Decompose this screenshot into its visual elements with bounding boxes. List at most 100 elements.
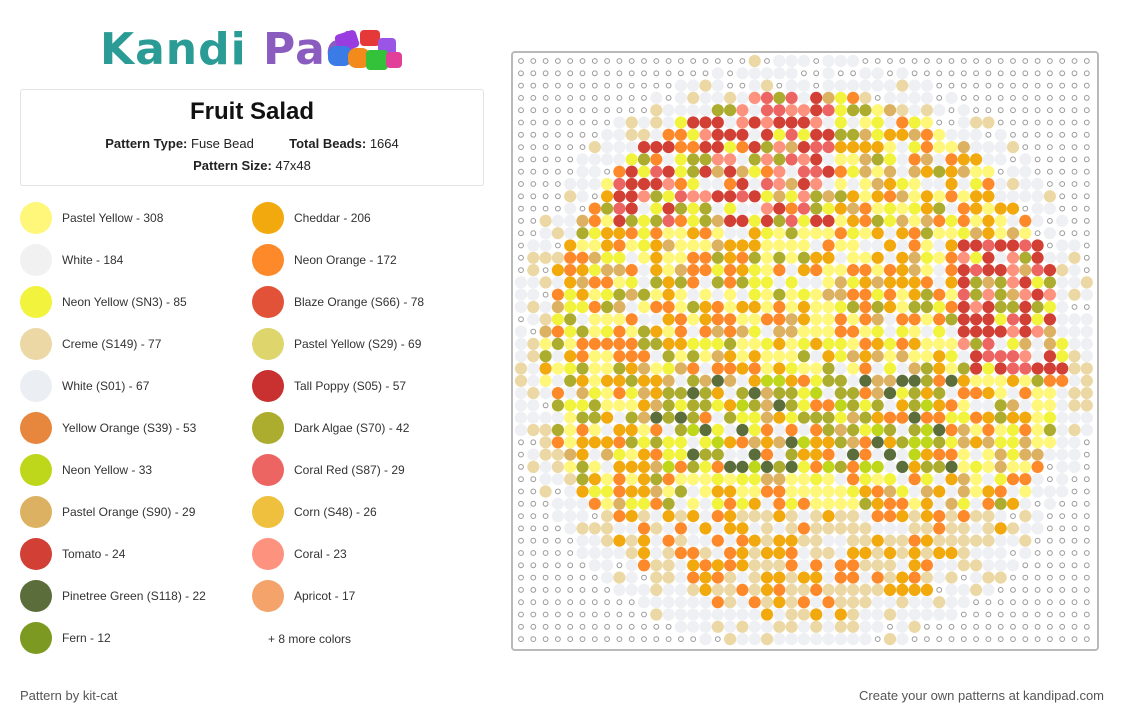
- bead: [604, 623, 610, 630]
- bead: [970, 571, 983, 584]
- bead: [650, 534, 663, 547]
- bead: [945, 313, 958, 326]
- bead: [687, 473, 700, 486]
- bead: [1043, 202, 1056, 215]
- bead: [859, 510, 872, 523]
- bead: [896, 620, 909, 633]
- bead: [973, 82, 980, 89]
- bead: [601, 337, 614, 350]
- bead: [613, 190, 626, 203]
- bead: [883, 116, 897, 129]
- bead: [530, 131, 537, 138]
- bead: [994, 300, 1007, 314]
- bead: [1019, 300, 1032, 314]
- bead: [555, 242, 561, 249]
- kandipad-logo[interactable]: Kandi Pad: [100, 24, 410, 76]
- bead: [551, 288, 564, 301]
- bead: [908, 534, 921, 547]
- bead: [1059, 144, 1066, 150]
- bead: [1083, 205, 1090, 212]
- bead: [687, 497, 700, 510]
- bead: [674, 153, 687, 166]
- bead: [847, 608, 860, 621]
- bead: [785, 620, 798, 633]
- bead: [625, 190, 638, 203]
- bead: [1083, 131, 1090, 138]
- bead: [1083, 230, 1090, 237]
- bead: [711, 362, 724, 375]
- bead: [896, 67, 909, 80]
- bead: [970, 497, 983, 510]
- bead: [920, 423, 933, 437]
- bead: [785, 313, 798, 326]
- bead: [748, 79, 761, 92]
- bead: [920, 571, 933, 584]
- bead: [1083, 144, 1090, 150]
- bead: [1043, 399, 1056, 412]
- bead: [653, 636, 660, 642]
- bead: [748, 214, 761, 227]
- bead: [1083, 156, 1090, 163]
- bead: [994, 227, 1007, 240]
- bead: [936, 58, 943, 64]
- bead: [847, 337, 860, 350]
- bead: [760, 300, 774, 314]
- logo-wordmark: Kandi Pad: [100, 24, 359, 75]
- bead: [650, 522, 663, 535]
- bead: [736, 227, 749, 240]
- bead: [785, 522, 798, 535]
- bead: [948, 119, 955, 126]
- bead: [601, 177, 614, 191]
- bead: [997, 168, 1004, 175]
- bead: [530, 574, 537, 581]
- bead: [662, 202, 675, 215]
- bead: [994, 497, 1007, 510]
- bead: [588, 214, 601, 227]
- more-colors-link[interactable]: + 8 more colors: [268, 632, 352, 646]
- bead: [760, 546, 774, 560]
- bead: [908, 374, 921, 387]
- bead: [773, 583, 786, 597]
- bead: [1019, 325, 1032, 338]
- bead: [773, 350, 786, 363]
- bead: [883, 571, 897, 584]
- bead: [724, 202, 737, 215]
- bead: [1043, 313, 1056, 326]
- bead: [847, 300, 860, 314]
- bead: [662, 473, 675, 486]
- legend-label: Creme (S149) - 77: [62, 337, 162, 351]
- bead: [982, 350, 995, 363]
- bead: [837, 70, 844, 77]
- bead: [514, 276, 528, 289]
- bead: [933, 227, 946, 240]
- bead: [834, 596, 847, 609]
- bead: [994, 436, 1007, 449]
- bead: [1047, 156, 1053, 163]
- bead: [773, 313, 786, 326]
- bead: [945, 264, 958, 277]
- bead: [785, 473, 798, 486]
- bead: [637, 596, 651, 609]
- bead: [748, 436, 761, 449]
- bead: [859, 448, 872, 461]
- bead: [1059, 611, 1066, 618]
- bead: [773, 190, 786, 203]
- bead: [567, 587, 574, 593]
- bead: [674, 239, 687, 252]
- bead: [1031, 448, 1044, 461]
- create-patterns-link[interactable]: Create your own patterns at kandipad.com: [859, 688, 1104, 703]
- bead: [810, 522, 823, 535]
- bead: [822, 387, 835, 400]
- bead: [1022, 562, 1029, 569]
- bead: [785, 559, 798, 572]
- bead: [945, 239, 958, 252]
- bead: [871, 497, 884, 510]
- bead: [822, 436, 835, 449]
- bead: [539, 276, 552, 289]
- bead: [674, 190, 687, 203]
- color-swatch: [20, 580, 52, 612]
- bead: [822, 104, 835, 117]
- bead: [711, 177, 724, 191]
- bead: [711, 128, 724, 141]
- bead: [957, 522, 970, 535]
